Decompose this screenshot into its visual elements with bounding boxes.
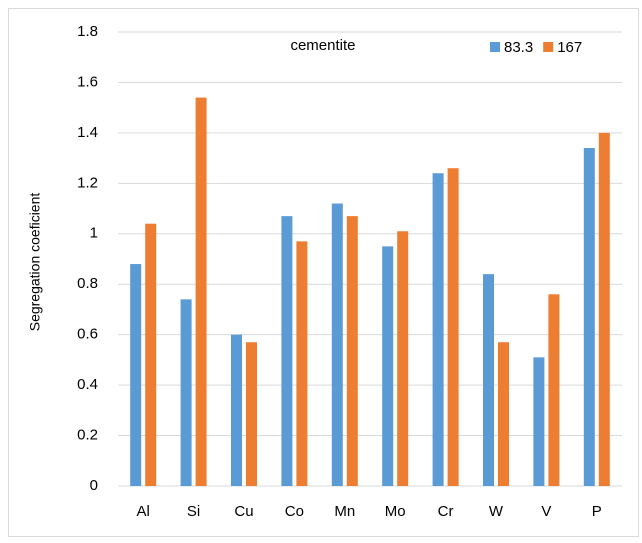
bar [583,148,595,486]
chart-title: cementite [290,37,355,54]
legend-swatch [543,42,554,52]
x-tick-label: Cu [234,503,253,520]
bar [296,241,308,486]
bar [498,342,509,486]
y-axis-label: Segregation coeficient [27,193,43,332]
y-tick-label: 1.4 [77,124,98,141]
y-tick-label: 0 [90,477,98,494]
bar [180,299,192,486]
bar [548,294,560,486]
x-tick-label: Mn [334,503,355,520]
y-tick-label: 0.2 [77,427,98,444]
legend-label: 167 [557,39,582,56]
x-tick-label: P [592,503,602,520]
bar [246,342,257,486]
y-tick-label: 1.6 [77,73,98,90]
bar [346,216,358,486]
bar [598,132,610,486]
x-tick-label: V [541,503,551,520]
legend-swatch [490,42,500,52]
bar [533,357,545,486]
y-tick-label: 0.6 [77,326,98,343]
bar [231,334,242,486]
y-tick-label: 0.8 [77,275,98,292]
x-tick-label: Co [285,503,304,520]
x-tick-label: Si [187,503,200,520]
bar [447,168,459,486]
bar [195,97,207,487]
bar [130,264,142,486]
x-tick-label: W [489,503,504,520]
y-tick-label: 1.2 [77,174,98,191]
legend-label: 83.3 [504,39,533,56]
y-tick-label: 1.8 [77,23,98,40]
bar [145,223,157,486]
bar [432,173,444,486]
bar [382,246,394,486]
bar [281,216,293,486]
x-tick-label: Al [137,503,150,520]
bar [331,203,343,486]
bar [483,274,494,486]
x-tick-label: Cr [438,503,454,520]
bar [397,231,409,486]
y-tick-label: 1 [90,225,98,242]
y-tick-label: 0.4 [77,376,98,393]
x-tick-label: Mo [385,503,406,520]
